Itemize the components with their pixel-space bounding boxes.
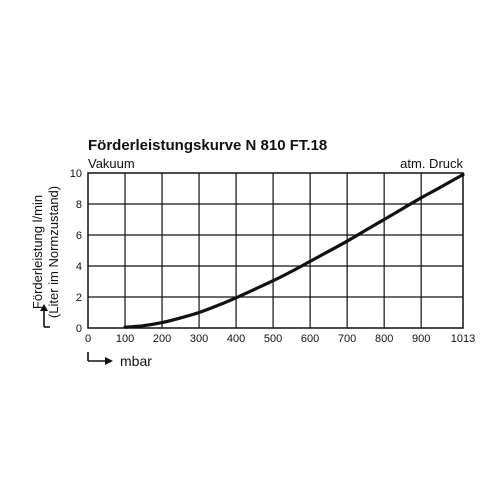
y-tick-label: 10 bbox=[70, 168, 82, 180]
y-tick-label: 6 bbox=[76, 230, 82, 242]
x-tick-label: 300 bbox=[190, 333, 208, 345]
x-tick-label: 800 bbox=[375, 333, 393, 345]
x-tick-label: 200 bbox=[153, 333, 171, 345]
grid bbox=[88, 173, 463, 328]
y-tick-label: 4 bbox=[76, 261, 82, 273]
y-tick-label: 8 bbox=[76, 199, 82, 211]
right-label: atm. Druck bbox=[400, 156, 463, 171]
performance-curve bbox=[123, 173, 465, 329]
x-tick-label: 0 bbox=[85, 333, 91, 345]
x-tick-label: 500 bbox=[264, 333, 282, 345]
y-tick-label: 2 bbox=[76, 292, 82, 304]
y-axis-sublabel: (Liter im Normzustand) bbox=[46, 186, 61, 318]
x-tick-label: 100 bbox=[116, 333, 134, 345]
tick-labels: 0 100 200 300 400 500 600 700 800 900 1013 0 2 4 6 8 10 bbox=[70, 168, 475, 345]
x-arrow-icon bbox=[87, 352, 113, 365]
chart-title: Förderleistungskurve N 810 FT.18 bbox=[88, 137, 327, 154]
y-tick-label: 0 bbox=[76, 323, 82, 335]
y-axis-label: Förderleistung l/min bbox=[30, 195, 45, 309]
plot-frame bbox=[87, 172, 464, 329]
y-arrow-icon bbox=[40, 304, 50, 328]
y-axis-title: Förderleistung l/min (Liter im Normzusta… bbox=[30, 186, 61, 318]
x-tick-label: 1013 bbox=[451, 333, 475, 345]
left-label: Vakuum bbox=[88, 156, 135, 171]
x-tick-label: 900 bbox=[412, 333, 430, 345]
x-axis-label: mbar bbox=[120, 353, 152, 369]
x-tick-label: 700 bbox=[338, 333, 356, 345]
x-tick-label: 600 bbox=[301, 333, 319, 345]
x-tick-label: 400 bbox=[227, 333, 245, 345]
